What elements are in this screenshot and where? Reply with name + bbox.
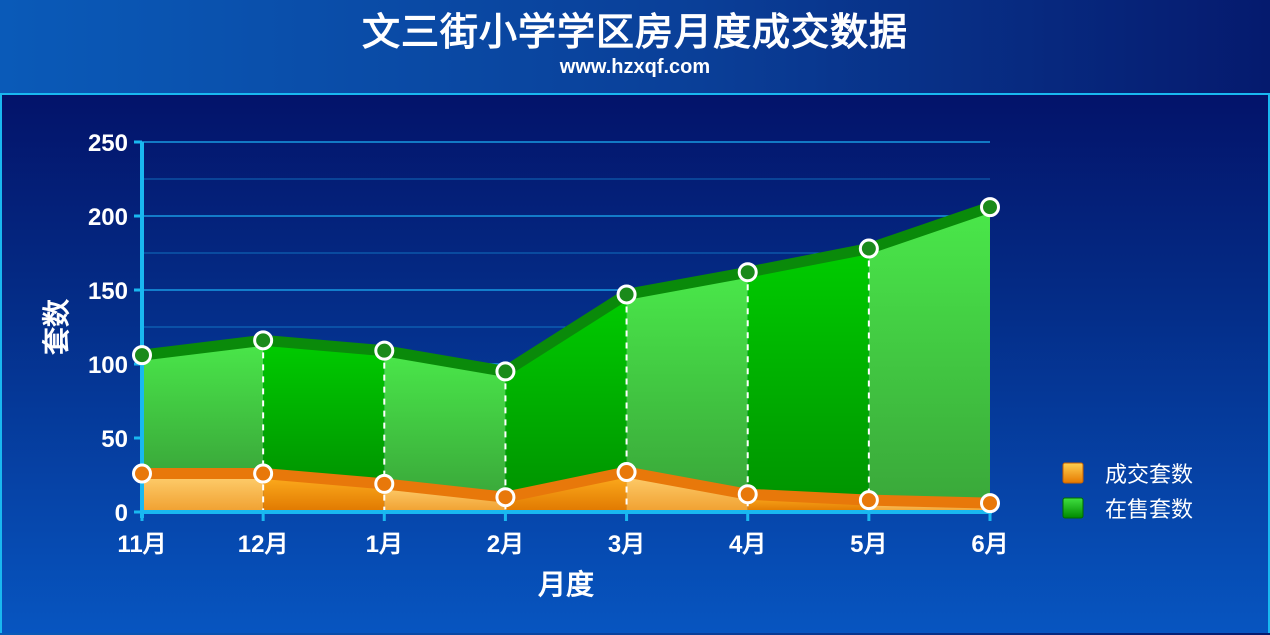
sale-point xyxy=(132,345,152,366)
legend: 成交套数 在售套数 xyxy=(1062,462,1193,523)
y-tick-label: 0 xyxy=(115,500,128,527)
x-tick-label: 1月 xyxy=(366,531,403,558)
x-tick-label: 5月 xyxy=(850,531,887,558)
tick-labels: 0 50 100 150 200 250 11月 12月 1月 2月 3月 4月 5月 6月 xyxy=(88,130,1009,558)
deal-point xyxy=(737,484,758,505)
legend-swatch-sale xyxy=(1062,497,1084,519)
sale-area-segment xyxy=(263,340,385,484)
deal-point xyxy=(132,463,152,484)
deal-point xyxy=(616,462,637,483)
sale-area-segment xyxy=(142,340,264,474)
deal-point xyxy=(374,473,395,494)
x-axis-title: 月度 xyxy=(537,568,594,601)
y-tick-label: 200 xyxy=(88,204,128,231)
x-tick-label: 6月 xyxy=(971,531,1008,558)
sale-point xyxy=(737,262,758,283)
legend-label-deal: 成交套数 xyxy=(1105,463,1193,488)
sale-point xyxy=(980,197,1000,218)
sale-point xyxy=(253,330,274,351)
legend-label-sale: 在售套数 xyxy=(1105,498,1193,523)
y-tick-label: 250 xyxy=(88,130,128,157)
chart-subtitle: www.hzxqf.com xyxy=(559,56,711,78)
deal-point xyxy=(253,463,274,484)
sale-series-line xyxy=(141,201,992,377)
x-tick-label: 12月 xyxy=(238,531,289,558)
sale-area-segment xyxy=(505,294,627,498)
deal-point xyxy=(980,493,1000,514)
y-tick-label: 50 xyxy=(101,426,128,453)
y-tick-label: 150 xyxy=(88,278,128,305)
sale-area-segment xyxy=(747,248,869,501)
series-lines xyxy=(141,201,992,509)
data-markers xyxy=(132,197,1000,514)
x-tick-label: 3月 xyxy=(608,531,645,558)
x-tick-label: 4月 xyxy=(729,531,766,558)
deal-area-segment xyxy=(142,473,264,512)
x-tick-label: 11月 xyxy=(117,531,166,558)
y-tick-label: 100 xyxy=(88,352,128,379)
sale-area-segment xyxy=(868,207,990,504)
sale-point xyxy=(495,361,516,382)
chart-title: 文三街小学学区房月度成交数据 xyxy=(361,9,908,54)
deal-series-line xyxy=(142,466,991,509)
y-axis-title: 套数 xyxy=(40,298,73,355)
legend-swatch-deal xyxy=(1062,462,1084,484)
deal-point xyxy=(858,490,879,511)
sale-area-segment xyxy=(626,272,748,495)
sale-point xyxy=(858,238,879,259)
sale-point xyxy=(374,340,395,361)
sale-area-segment xyxy=(384,350,506,498)
x-tick-label: 2月 xyxy=(487,531,524,558)
axes xyxy=(134,140,992,521)
sale-point xyxy=(616,284,637,305)
deal-point xyxy=(495,487,516,508)
